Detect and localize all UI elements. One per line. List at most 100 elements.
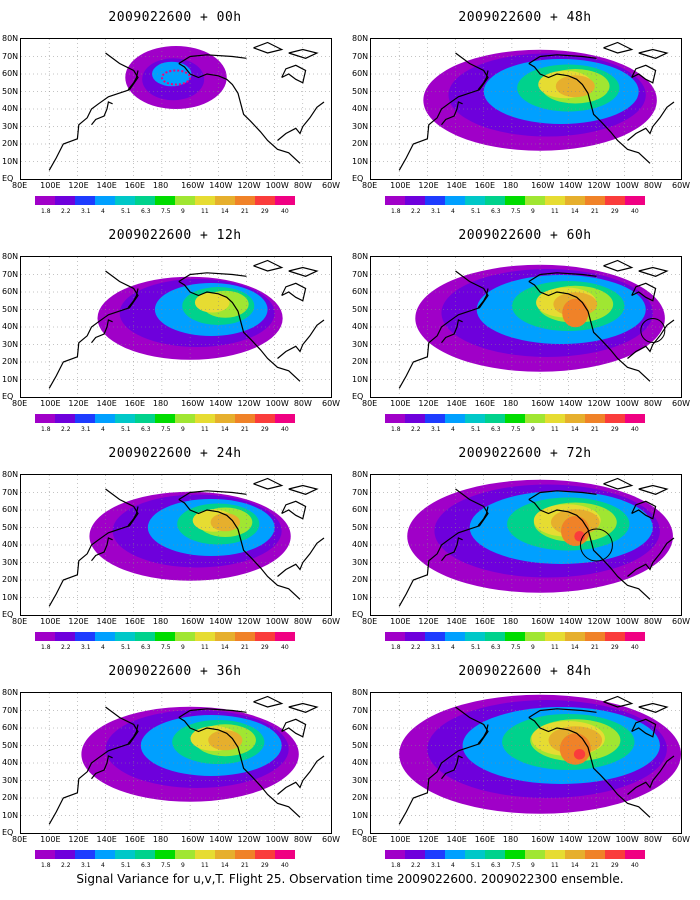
coastline [638, 48, 669, 59]
colorbar-label: 14 [221, 208, 229, 215]
map-panel: 2009022600 + 00h 80N 70N 60N 50N 40N 30N 20N 10N… [0, 0, 350, 218]
colorbar-labels: 1.8 2.2 3.1 4 5.1 6.3 7.5 9 11 14 21 29 40 [385, 862, 665, 872]
longitude-label: 80E [12, 399, 28, 408]
latitude-label: 50N [352, 86, 369, 96]
colorbar-label: 40 [631, 644, 639, 651]
longitude-label: 120W [587, 399, 611, 408]
coastline [48, 488, 139, 607]
coastline [528, 54, 597, 65]
colorbar-cell [545, 196, 565, 205]
longitude-label: 160E [124, 835, 146, 844]
colorbar-label: 3.1 [431, 208, 441, 215]
colorbar-cell [155, 414, 175, 423]
colorbar-cell [115, 414, 135, 423]
colorbar-label: 4 [101, 208, 105, 215]
longitude-label: 100E [390, 835, 411, 844]
coastline [528, 62, 651, 164]
colorbar-label: 11 [551, 862, 559, 869]
colorbar-label: 3.1 [81, 862, 91, 869]
colorbar-cell [605, 196, 625, 205]
colorbar-cell [275, 196, 295, 205]
colorbar-label: 1.8 [391, 426, 401, 433]
coastline [627, 319, 675, 359]
colorbar-label: 4 [451, 426, 455, 433]
latitude-label: 80N [352, 470, 369, 479]
longitude-label: 80W [643, 617, 662, 626]
colorbar-label: 9 [181, 426, 185, 433]
latitude-label: 70N [2, 705, 19, 715]
latitude-label: EQ [352, 828, 364, 837]
latitude-label: 60N [2, 287, 19, 296]
colorbar-label: 3.1 [81, 208, 91, 215]
colorbar-cell [155, 850, 175, 859]
latitude-label: 40N [2, 322, 19, 331]
longitude-label: 160W [181, 835, 205, 844]
coastline [477, 506, 489, 527]
coastline [631, 282, 657, 302]
colorbar-cell [605, 414, 625, 423]
longitude-label: 180 [502, 399, 519, 408]
coastline [178, 280, 301, 382]
colorbar-cell [55, 414, 75, 423]
longitude-label: 80W [293, 617, 312, 626]
colorbar-label: 2.2 [61, 862, 71, 869]
colorbar-cell [405, 414, 425, 423]
colorbar-label: 9 [181, 208, 185, 215]
colorbar-cell [505, 414, 525, 423]
colorbar-label: 14 [221, 426, 229, 433]
longitude-label: 160W [531, 835, 555, 844]
variance-contour [561, 516, 590, 546]
latitude-label: 10N [2, 374, 19, 384]
latitude-label: 40N [352, 758, 369, 767]
longitude-label: 100E [390, 399, 411, 408]
colorbar [385, 196, 645, 205]
colorbar-label: 5.1 [471, 208, 481, 215]
colorbar-label: 29 [261, 644, 269, 651]
colorbar-label: 4 [451, 644, 455, 651]
colorbar-cell [545, 414, 565, 423]
colorbar-cell [585, 850, 605, 859]
map-canvas [370, 38, 682, 180]
longitude-label: 160E [124, 617, 146, 626]
colorbar-label: 21 [241, 644, 249, 651]
latitude-label: 40N [2, 540, 19, 549]
colorbar-cell [275, 414, 295, 423]
colorbar-cell [135, 850, 155, 859]
panel-title: 2009022600 + 60h [458, 228, 592, 243]
colorbar-cell [195, 414, 215, 423]
longitude-label: 100W [615, 617, 639, 626]
coastline [398, 270, 489, 389]
longitude-label: 100W [265, 835, 289, 844]
colorbar-label: 14 [571, 644, 579, 651]
longitude-label: 160E [474, 181, 496, 190]
colorbar-cell [625, 414, 645, 423]
coastline [277, 319, 325, 359]
coastline [253, 41, 284, 54]
colorbar-cell [505, 850, 525, 859]
colorbar-label: 29 [261, 862, 269, 869]
colorbar-label: 3.1 [431, 426, 441, 433]
colorbar-label: 40 [281, 644, 289, 651]
coastline [631, 718, 657, 738]
colorbar-cell [485, 196, 505, 205]
latitude-label: 50N [2, 86, 19, 96]
latitude-label: 60N [2, 69, 19, 78]
colorbar-cell [135, 632, 155, 641]
latitude-label: 50N [2, 304, 19, 314]
coastline [528, 498, 651, 600]
longitude-label: 120E [418, 617, 439, 626]
colorbar [385, 850, 645, 859]
latitude-label: EQ [352, 392, 364, 401]
colorbar-label: 9 [181, 644, 185, 651]
coastline [91, 537, 113, 562]
longitude-label: 100W [265, 181, 289, 190]
coastline [48, 270, 139, 389]
colorbar [35, 414, 295, 423]
coastline [127, 506, 139, 527]
latitude-label: 80N [352, 34, 369, 43]
latitude-label: 70N [2, 487, 19, 497]
panel-title: 2009022600 + 48h [458, 10, 592, 25]
coastline [281, 282, 307, 302]
colorbar-label: 21 [241, 426, 249, 433]
longitude-label: 140E [446, 399, 467, 408]
